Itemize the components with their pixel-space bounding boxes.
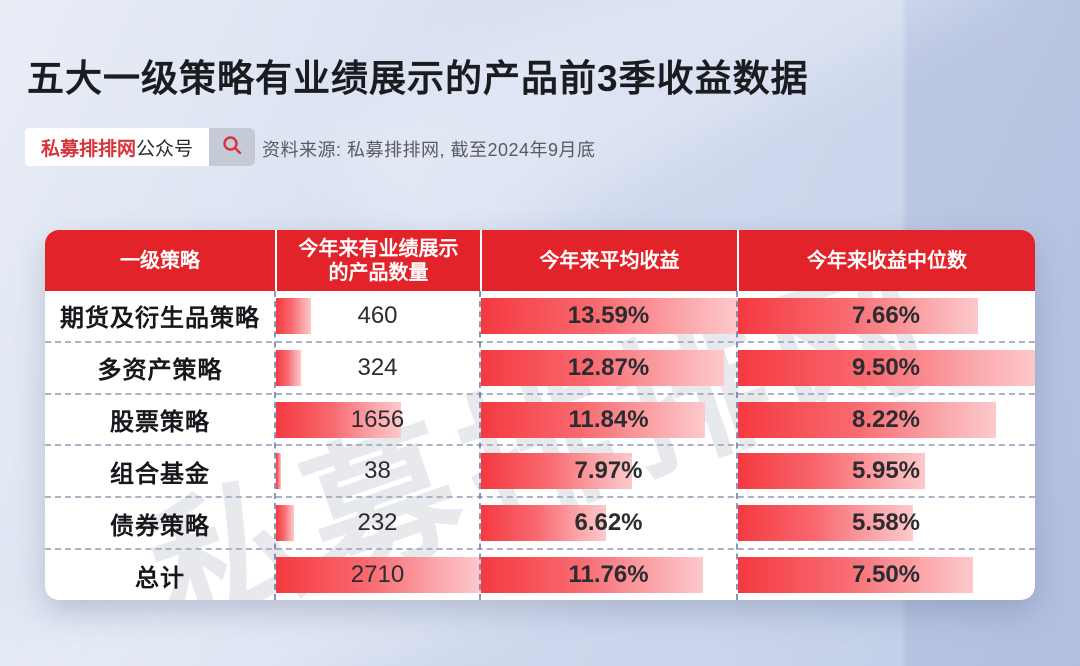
strategy-label: 股票策略 (110, 409, 210, 437)
strategy-label: 期货及衍生品策略 (60, 305, 260, 333)
avg-return-cell: 7.97% (480, 446, 737, 496)
data-source-note: 资料来源: 私募排排网, 截至2024年9月底 (262, 140, 596, 160)
avg-bar (481, 349, 725, 386)
table-body: 期货及衍生品策略 460 13.59% 7.66% 多资产策略 324 12.8… (45, 291, 1035, 600)
median-return-cell: 8.22% (737, 395, 1035, 445)
median-value: 8.22% (851, 405, 921, 433)
count-value: 324 (357, 353, 398, 381)
product-count-cell: 2710 (275, 550, 481, 600)
avg-bar (481, 557, 704, 594)
strategy-label-cell: 总计 (45, 550, 275, 600)
count-value: 232 (357, 509, 398, 537)
table-row: 期货及衍生品策略 460 13.59% 7.66% (45, 291, 1035, 341)
strategy-label-cell: 多资产策略 (45, 343, 275, 393)
avg-bar (481, 297, 738, 334)
strategy-label-cell: 组合基金 (45, 446, 275, 496)
brand-badge: 私募排排网 公众号 (25, 128, 210, 166)
brand-badge-row: 私募排排网 公众号 (25, 128, 256, 166)
median-return-cell: 7.66% (737, 291, 1035, 341)
avg-value: 11.76% (568, 561, 649, 589)
avg-value: 12.87% (567, 353, 650, 381)
count-bar (276, 297, 311, 334)
avg-bar (481, 453, 632, 490)
table-header-row: 一级策略 今年来有业绩展示 的产品数量 今年来平均收益 今年来收益中位数 (45, 230, 1035, 291)
table-row: 多资产策略 324 12.87% 9.50% (45, 340, 1035, 393)
product-count-cell: 460 (275, 291, 480, 341)
avg-return-cell: 11.84% (480, 395, 737, 445)
strategy-label-cell: 期货及衍生品策略 (45, 291, 275, 341)
median-value: 7.50% (851, 561, 921, 589)
avg-bar (481, 505, 607, 542)
median-bar (738, 297, 979, 334)
count-bar (276, 349, 301, 386)
median-bar (738, 453, 925, 490)
median-bar (738, 401, 996, 438)
avg-return-cell: 11.76% (480, 550, 737, 600)
column-header-avg-return: 今年来平均收益 (480, 230, 737, 291)
count-bar (276, 557, 481, 594)
avg-value: 11.84% (568, 405, 649, 433)
product-count-cell: 232 (275, 498, 480, 548)
median-bar (738, 557, 974, 594)
product-count-cell: 38 (275, 446, 480, 496)
count-bar (276, 401, 402, 438)
table-row: 总计 2710 11.76% 7.50% (45, 548, 1035, 600)
avg-bar (481, 401, 705, 438)
avg-value: 13.59% (567, 301, 650, 329)
product-count-cell: 324 (275, 343, 480, 393)
column-header-strategy: 一级策略 (120, 249, 200, 272)
median-return-cell: 5.58% (737, 498, 1035, 548)
product-count-cell: 1656 (275, 395, 480, 445)
count-bar (276, 453, 281, 490)
median-return-cell: 9.50% (737, 343, 1035, 393)
avg-return-cell: 6.62% (480, 498, 737, 548)
table-row: 组合基金 38 7.97% 5.95% (45, 444, 1035, 496)
brand-suffix: 公众号 (136, 138, 194, 160)
median-value: 7.66% (851, 301, 921, 329)
page-title: 五大一级策略有业绩展示的产品前3季收益数据 (27, 58, 809, 99)
median-value: 9.50% (851, 353, 921, 381)
strategy-label: 组合基金 (110, 460, 210, 488)
avg-value: 6.62% (574, 509, 643, 537)
strategy-label: 总计 (135, 564, 185, 592)
count-bar (276, 505, 294, 542)
count-value: 1656 (350, 405, 405, 433)
median-return-cell: 5.95% (737, 446, 1035, 496)
table-row: 股票策略 1656 11.84% 8.22% (45, 392, 1035, 445)
strategy-label-cell: 债券策略 (45, 498, 275, 548)
strategy-label: 多资产策略 (97, 357, 223, 385)
column-divider (736, 291, 738, 600)
search-icon (221, 134, 243, 161)
count-value: 38 (364, 457, 391, 485)
brand-name: 私募排排网 (41, 138, 137, 160)
search-box (209, 128, 256, 166)
strategy-label-cell: 股票策略 (45, 395, 275, 445)
column-header-median-return: 今年来收益中位数 (737, 230, 1035, 291)
column-divider (479, 291, 481, 600)
avg-return-cell: 13.59% (480, 291, 738, 341)
count-value: 2710 (350, 561, 405, 589)
count-value: 460 (357, 301, 398, 329)
strategy-label: 债券策略 (110, 512, 210, 540)
table-row: 债券策略 232 6.62% 5.58% (45, 496, 1035, 548)
median-bar (738, 505, 914, 542)
column-divider (274, 291, 276, 600)
avg-return-cell: 12.87% (480, 343, 737, 393)
avg-value: 7.97% (574, 457, 643, 485)
strategy-returns-table: 私募排排网 一级策略 今年来有业绩展示 的产品数量 今年来平均收益 今年来收益中… (45, 230, 1035, 600)
median-bar (738, 349, 1035, 386)
median-value: 5.95% (851, 457, 921, 485)
median-value: 5.58% (851, 509, 921, 537)
column-header-product-count: 今年来有业绩展示 的产品数量 (275, 230, 480, 291)
median-return-cell: 7.50% (737, 550, 1035, 600)
